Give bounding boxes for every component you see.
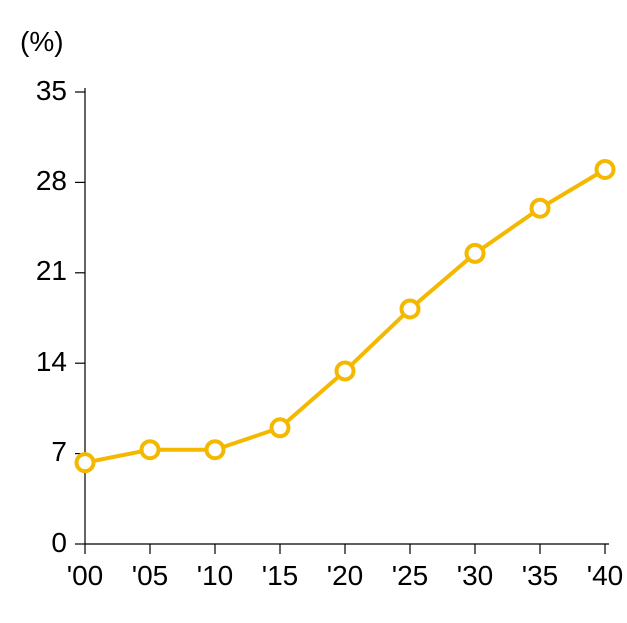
x-tick-label: '15 — [251, 560, 309, 592]
y-tick-label: 7 — [51, 436, 67, 468]
y-tick-label: 0 — [51, 527, 67, 559]
series-marker — [467, 245, 484, 262]
x-tick-label: '30 — [446, 560, 504, 592]
x-tick-label: '35 — [511, 560, 569, 592]
chart-svg — [0, 0, 627, 623]
y-tick-label: 28 — [36, 165, 67, 197]
x-tick-label: '00 — [56, 560, 114, 592]
x-tick-label: '40 — [576, 560, 627, 592]
series-marker — [207, 441, 224, 458]
y-tick-label: 35 — [36, 75, 67, 107]
series-marker — [532, 200, 549, 217]
series-marker — [77, 454, 94, 471]
series-marker — [402, 300, 419, 317]
y-tick-label: 14 — [36, 346, 67, 378]
series-marker — [337, 362, 354, 379]
x-tick-label: '05 — [121, 560, 179, 592]
x-tick-label: '25 — [381, 560, 439, 592]
x-tick-label: '10 — [186, 560, 244, 592]
series-marker — [142, 441, 159, 458]
series-marker — [272, 419, 289, 436]
series-marker — [597, 161, 614, 178]
x-tick-label: '20 — [316, 560, 374, 592]
line-chart: (%) 0714212835'00'05'10'15'20'25'30'35'4… — [0, 0, 627, 623]
y-tick-label: 21 — [36, 255, 67, 287]
series-line — [85, 169, 605, 462]
